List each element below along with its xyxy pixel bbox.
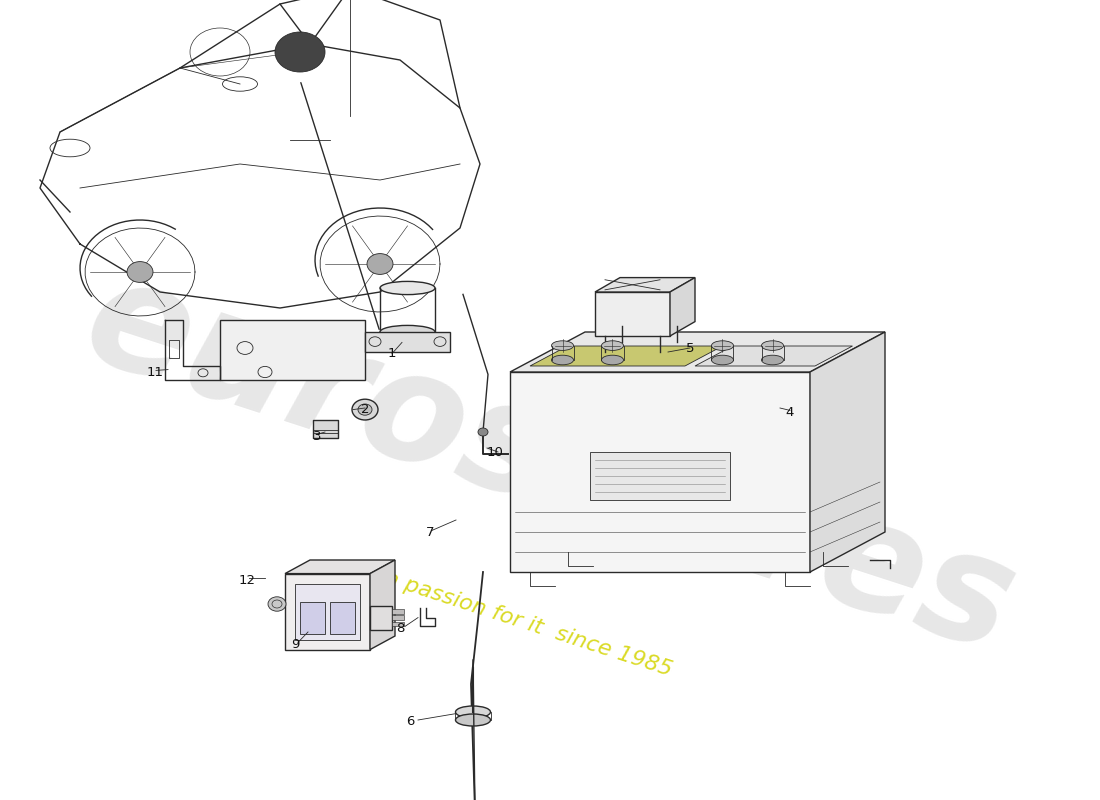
Polygon shape bbox=[220, 320, 365, 380]
Polygon shape bbox=[530, 346, 723, 366]
Ellipse shape bbox=[379, 282, 434, 294]
Text: 8: 8 bbox=[396, 622, 404, 634]
Polygon shape bbox=[370, 606, 392, 630]
Circle shape bbox=[367, 254, 393, 274]
Polygon shape bbox=[595, 292, 670, 336]
Polygon shape bbox=[695, 346, 852, 366]
Text: 9: 9 bbox=[290, 638, 299, 650]
Text: 5: 5 bbox=[685, 342, 694, 354]
Bar bbox=[330, 602, 355, 634]
Text: 3: 3 bbox=[312, 430, 321, 442]
Ellipse shape bbox=[551, 341, 573, 350]
Ellipse shape bbox=[455, 714, 491, 726]
Ellipse shape bbox=[712, 341, 734, 350]
Bar bbox=[169, 340, 179, 358]
Ellipse shape bbox=[712, 355, 734, 365]
Polygon shape bbox=[370, 560, 395, 650]
Text: 11: 11 bbox=[146, 366, 164, 378]
Polygon shape bbox=[810, 332, 886, 572]
Polygon shape bbox=[365, 332, 450, 352]
Polygon shape bbox=[670, 278, 695, 336]
Bar bbox=[314, 420, 338, 438]
Bar bbox=[295, 584, 360, 640]
Text: 12: 12 bbox=[239, 574, 255, 586]
Bar bbox=[590, 452, 730, 500]
Polygon shape bbox=[510, 332, 886, 372]
Ellipse shape bbox=[602, 341, 624, 350]
Circle shape bbox=[268, 597, 286, 611]
Ellipse shape bbox=[761, 341, 783, 350]
Ellipse shape bbox=[602, 355, 624, 365]
Circle shape bbox=[126, 262, 153, 282]
Bar bbox=[392, 615, 404, 620]
Circle shape bbox=[275, 32, 324, 72]
Polygon shape bbox=[510, 372, 810, 572]
Text: 2: 2 bbox=[361, 403, 370, 416]
Ellipse shape bbox=[455, 706, 491, 718]
Bar bbox=[392, 609, 404, 614]
Text: 7: 7 bbox=[426, 526, 434, 538]
Polygon shape bbox=[285, 560, 395, 574]
Ellipse shape bbox=[551, 355, 573, 365]
Ellipse shape bbox=[379, 326, 434, 338]
Bar bbox=[285, 574, 370, 650]
Bar bbox=[392, 622, 404, 626]
Text: eurospares: eurospares bbox=[67, 244, 1033, 684]
Text: 6: 6 bbox=[406, 715, 415, 728]
Text: a passion for it  since 1985: a passion for it since 1985 bbox=[382, 568, 674, 680]
Text: 4: 4 bbox=[785, 406, 794, 418]
Text: 10: 10 bbox=[486, 446, 504, 458]
Ellipse shape bbox=[761, 355, 783, 365]
Text: 1: 1 bbox=[387, 347, 396, 360]
Circle shape bbox=[352, 399, 378, 420]
Polygon shape bbox=[595, 278, 695, 292]
Circle shape bbox=[478, 428, 488, 436]
Circle shape bbox=[358, 404, 372, 415]
Bar bbox=[300, 602, 324, 634]
